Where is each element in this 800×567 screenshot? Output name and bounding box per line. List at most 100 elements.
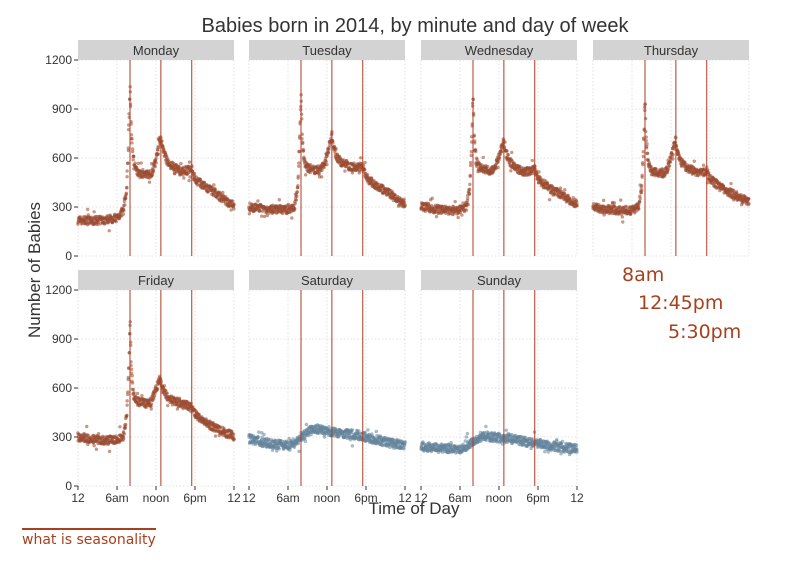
- data-point: [747, 201, 751, 206]
- strip-monday: [78, 40, 234, 60]
- data-point: [472, 139, 477, 143]
- data-point: [362, 167, 367, 172]
- strip-wednesday: [421, 40, 577, 60]
- y-tick-label: 300: [52, 200, 72, 214]
- what-is-seasonality-link[interactable]: what is seasonality: [22, 528, 156, 548]
- data-point: [620, 220, 625, 224]
- data-point: [403, 441, 407, 445]
- data-point: [668, 160, 673, 164]
- data-point: [324, 159, 329, 164]
- data-point: [468, 182, 472, 187]
- data-point: [84, 424, 89, 429]
- data-point: [639, 183, 644, 188]
- data-point: [125, 169, 129, 173]
- data-point: [94, 447, 99, 452]
- x-axis-label: Time of Day: [368, 499, 460, 518]
- data-point: [363, 160, 367, 165]
- data-point: [456, 215, 460, 220]
- data-point: [230, 199, 235, 203]
- y-tick-label: 600: [52, 381, 72, 395]
- data-point: [325, 162, 329, 167]
- data-point: [213, 434, 218, 438]
- data-point: [123, 196, 128, 201]
- y-tick-label: 900: [52, 102, 72, 116]
- data-point: [374, 429, 379, 434]
- data-point: [464, 435, 469, 439]
- data-point: [181, 176, 186, 180]
- data-point: [121, 435, 126, 440]
- data-point: [296, 176, 300, 181]
- data-point: [326, 425, 331, 429]
- data-point: [293, 201, 298, 206]
- data-point: [172, 171, 177, 176]
- data-point: [232, 437, 236, 441]
- data-point: [131, 154, 136, 159]
- data-point: [149, 402, 154, 406]
- data-point: [156, 152, 161, 156]
- data-point: [151, 169, 156, 173]
- data-point: [434, 214, 439, 219]
- data-point: [465, 431, 470, 436]
- legend-8am: 8am: [622, 264, 665, 286]
- data-point: [262, 432, 266, 437]
- data-point: [670, 157, 675, 161]
- data-point: [229, 208, 233, 212]
- data-point: [468, 163, 473, 168]
- data-point: [496, 165, 500, 170]
- x-tick-label: noon: [143, 491, 170, 505]
- data-point: [295, 190, 300, 194]
- data-point: [618, 198, 623, 203]
- data-point: [468, 174, 473, 179]
- data-point: [131, 387, 136, 392]
- data-point: [122, 203, 127, 207]
- data-point: [165, 391, 169, 396]
- data-point: [667, 164, 672, 168]
- data-point: [107, 228, 112, 233]
- data-point: [469, 153, 474, 158]
- data-point: [118, 424, 122, 429]
- data-point: [153, 164, 157, 169]
- data-point: [125, 413, 129, 418]
- data-point: [319, 175, 324, 179]
- data-point: [301, 149, 306, 153]
- data-point: [92, 209, 96, 214]
- data-point: [350, 428, 355, 432]
- data-point: [107, 449, 112, 454]
- data-point: [296, 164, 301, 169]
- y-tick-label: 600: [52, 151, 72, 165]
- y-tick-label: 900: [52, 332, 72, 346]
- data-point: [123, 422, 128, 427]
- data-point: [467, 192, 472, 196]
- data-point: [124, 191, 129, 196]
- data-point: [125, 161, 130, 165]
- data-point: [640, 175, 644, 180]
- data-point: [135, 391, 140, 396]
- data-point: [464, 208, 469, 212]
- data-point: [453, 199, 458, 204]
- data-point: [130, 141, 134, 145]
- data-point: [547, 197, 552, 202]
- data-point: [133, 161, 138, 165]
- data-point: [350, 443, 355, 448]
- x-tick-label: 12: [570, 491, 584, 505]
- strip-tuesday: [249, 40, 405, 60]
- data-point: [303, 439, 308, 444]
- points-wednesday: [419, 97, 579, 220]
- points-monday: [76, 84, 236, 233]
- data-point: [265, 213, 270, 218]
- legend-530pm: 5:30pm: [668, 321, 742, 343]
- data-point: [162, 383, 167, 388]
- data-point: [125, 399, 129, 403]
- data-point: [231, 432, 236, 436]
- data-point: [304, 422, 309, 427]
- strip-label-sunday: Sunday: [477, 273, 522, 288]
- data-point: [481, 155, 486, 160]
- data-point: [666, 167, 671, 171]
- data-point: [296, 161, 301, 165]
- strip-label-monday: Monday: [133, 43, 180, 58]
- data-point: [558, 186, 563, 190]
- data-point: [294, 194, 299, 199]
- data-point: [473, 147, 478, 152]
